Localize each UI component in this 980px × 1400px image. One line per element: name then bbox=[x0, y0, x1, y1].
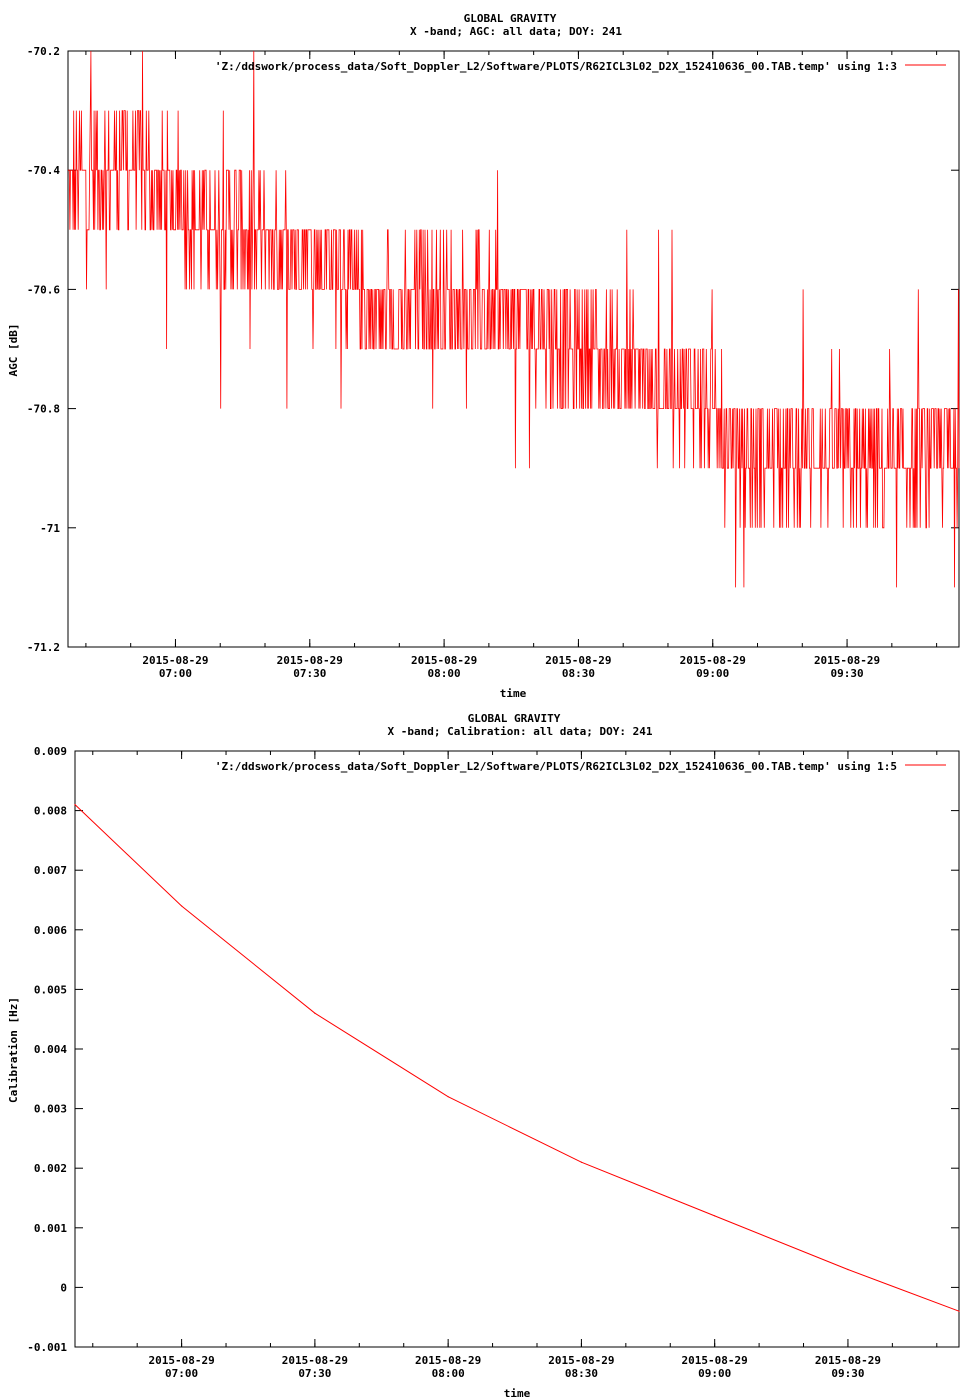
x-tick-date: 2015-08-29 bbox=[814, 654, 880, 667]
y-tick-label: 0.005 bbox=[34, 983, 67, 996]
y-axis-label: Calibration [Hz] bbox=[7, 997, 20, 1103]
x-tick-date: 2015-08-29 bbox=[548, 1354, 614, 1367]
chart-subtitle: X -band; Calibration: all data; DOY: 241 bbox=[388, 725, 653, 738]
y-tick-label: 0.001 bbox=[34, 1222, 67, 1235]
y-tick-label: 0.007 bbox=[34, 864, 67, 877]
x-axis-label: time bbox=[500, 687, 527, 700]
agc-chart: GLOBAL GRAVITY X -band; AGC: all data; D… bbox=[7, 12, 960, 700]
x-tick-time: 07:30 bbox=[293, 667, 326, 680]
x-tick-time: 07:00 bbox=[159, 667, 192, 680]
plot-frame bbox=[74, 750, 960, 1348]
x-tick-time: 09:00 bbox=[696, 667, 729, 680]
y-tick-label: -70.2 bbox=[27, 45, 60, 58]
x-tick-date: 2015-08-29 bbox=[277, 654, 343, 667]
data-point bbox=[74, 804, 76, 806]
x-tick-date: 2015-08-29 bbox=[142, 654, 208, 667]
x-tick-date: 2015-08-29 bbox=[545, 654, 611, 667]
data-point bbox=[714, 1215, 716, 1217]
x-tick-date: 2015-08-29 bbox=[148, 1354, 214, 1367]
y-tick-label: -0.001 bbox=[27, 1341, 67, 1354]
x-axis-label: time bbox=[504, 1387, 531, 1400]
x-tick-date: 2015-08-29 bbox=[680, 654, 746, 667]
series-line bbox=[68, 50, 960, 588]
chart-subtitle: X -band; AGC: all data; DOY: 241 bbox=[410, 25, 622, 38]
y-tick-label: 0.008 bbox=[34, 805, 67, 818]
data-point bbox=[447, 1096, 449, 1098]
y-tick-label: 0.004 bbox=[34, 1043, 67, 1056]
x-tick-time: 09:30 bbox=[831, 667, 864, 680]
x-tick-date: 2015-08-29 bbox=[415, 1354, 481, 1367]
y-tick-label: -71.2 bbox=[27, 641, 60, 654]
chart-title: GLOBAL GRAVITY bbox=[464, 12, 557, 25]
y-tick-label: -70.4 bbox=[27, 164, 60, 177]
chart-title: GLOBAL GRAVITY bbox=[468, 712, 561, 725]
y-tick-label: 0 bbox=[60, 1281, 67, 1294]
data-point bbox=[314, 1012, 316, 1014]
x-tick-time: 08:30 bbox=[565, 1367, 598, 1380]
data-point bbox=[181, 905, 183, 907]
legend-label: 'Z:/ddswork/process_data/Soft_Doppler_L2… bbox=[215, 760, 897, 773]
y-tick-label: -70.6 bbox=[27, 283, 60, 296]
x-tick-time: 08:00 bbox=[432, 1367, 465, 1380]
x-tick-date: 2015-08-29 bbox=[682, 1354, 748, 1367]
series-line bbox=[74, 804, 960, 1312]
x-tick-time: 09:30 bbox=[831, 1367, 864, 1380]
y-tick-label: 0.002 bbox=[34, 1162, 67, 1175]
x-tick-time: 09:00 bbox=[698, 1367, 731, 1380]
x-tick-time: 07:00 bbox=[165, 1367, 198, 1380]
calibration-chart: GLOBAL GRAVITY X -band; Calibration: all… bbox=[7, 712, 960, 1400]
y-tick-label: -70.8 bbox=[27, 403, 60, 416]
x-tick-date: 2015-08-29 bbox=[815, 1354, 881, 1367]
x-tick-time: 08:00 bbox=[428, 667, 461, 680]
y-tick-label: 0.009 bbox=[34, 745, 67, 758]
x-tick-time: 08:30 bbox=[562, 667, 595, 680]
x-tick-date: 2015-08-29 bbox=[282, 1354, 348, 1367]
data-point bbox=[958, 1310, 960, 1312]
y-tick-label: 0.006 bbox=[34, 924, 67, 937]
x-tick-time: 07:30 bbox=[298, 1367, 331, 1380]
y-axis-label: AGC [dB] bbox=[7, 324, 20, 377]
data-point bbox=[580, 1161, 583, 1163]
x-tick-date: 2015-08-29 bbox=[411, 654, 477, 667]
y-tick-label: 0.003 bbox=[34, 1103, 67, 1116]
legend-label: 'Z:/ddswork/process_data/Soft_Doppler_L2… bbox=[215, 60, 897, 73]
y-tick-label: -71 bbox=[40, 522, 60, 535]
data-point bbox=[847, 1268, 849, 1271]
